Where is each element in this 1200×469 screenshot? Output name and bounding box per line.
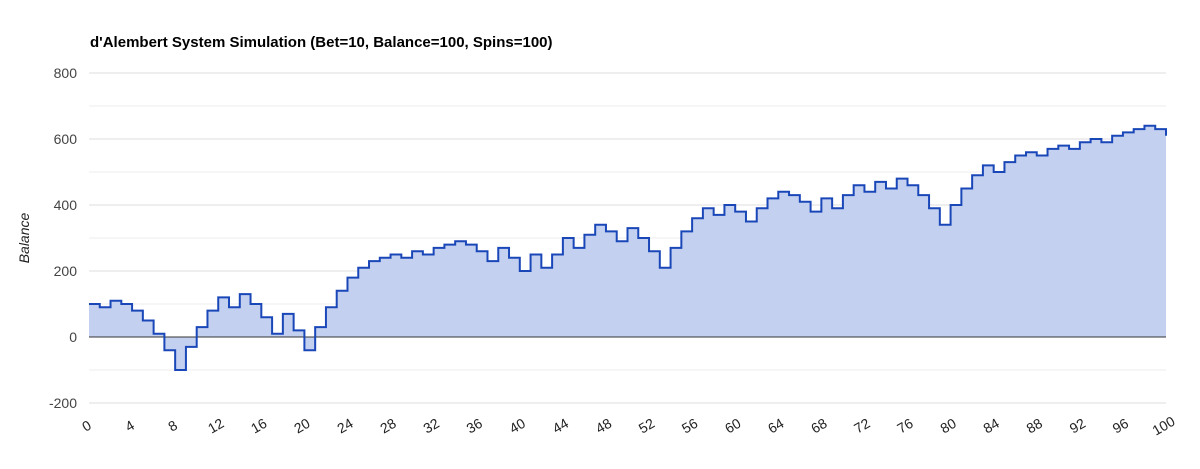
x-axis-ticks: 0 4 8 12 16 20 24 28 32 36 40 44 48 52 56 60 64 68 72 76 80 8… xyxy=(79,413,1178,439)
x-tick-label: 4 xyxy=(122,417,137,435)
x-tick-label: 100 xyxy=(1149,413,1177,439)
x-tick-label: 8 xyxy=(165,417,180,435)
x-tick-label: 88 xyxy=(1024,415,1046,437)
plot-area xyxy=(89,124,1167,371)
y-tick-label: 400 xyxy=(54,197,78,213)
x-tick-label: 80 xyxy=(937,415,959,437)
grid-lines xyxy=(89,72,1166,404)
balance-series-line xyxy=(89,124,1167,371)
x-tick-label: 68 xyxy=(808,415,830,437)
x-tick-label: 12 xyxy=(205,415,227,437)
y-tick-label: 0 xyxy=(69,329,77,345)
x-tick-label: 28 xyxy=(377,415,399,437)
x-tick-label: 16 xyxy=(248,415,270,437)
y-axis-label: Balance xyxy=(16,212,32,263)
x-tick-label: 40 xyxy=(507,415,529,437)
x-tick-label: 96 xyxy=(1110,415,1132,437)
x-tick-label: 20 xyxy=(291,415,313,437)
x-tick-label: 48 xyxy=(593,415,615,437)
x-tick-label: 0 xyxy=(79,417,94,435)
x-tick-label: 64 xyxy=(765,415,787,437)
chart-title: d'Alembert System Simulation (Bet=10, Ba… xyxy=(90,34,553,51)
x-tick-label: 60 xyxy=(722,415,744,437)
y-tick-label: -200 xyxy=(49,395,77,411)
y-tick-label: 200 xyxy=(54,263,78,279)
y-tick-label: 800 xyxy=(54,65,78,81)
x-tick-label: 36 xyxy=(463,415,485,437)
x-tick-label: 92 xyxy=(1067,415,1089,437)
y-tick-label: 600 xyxy=(54,131,78,147)
y-axis-ticks: -200 0 200 400 600 800 xyxy=(49,65,77,411)
x-tick-label: 56 xyxy=(679,415,701,437)
x-tick-label: 76 xyxy=(894,415,916,437)
x-tick-label: 84 xyxy=(980,415,1002,437)
x-tick-label: 52 xyxy=(636,415,658,437)
x-tick-label: 24 xyxy=(334,415,356,437)
x-tick-label: 72 xyxy=(851,415,873,437)
x-tick-label: 32 xyxy=(420,415,442,437)
x-tick-label: 44 xyxy=(550,415,572,437)
